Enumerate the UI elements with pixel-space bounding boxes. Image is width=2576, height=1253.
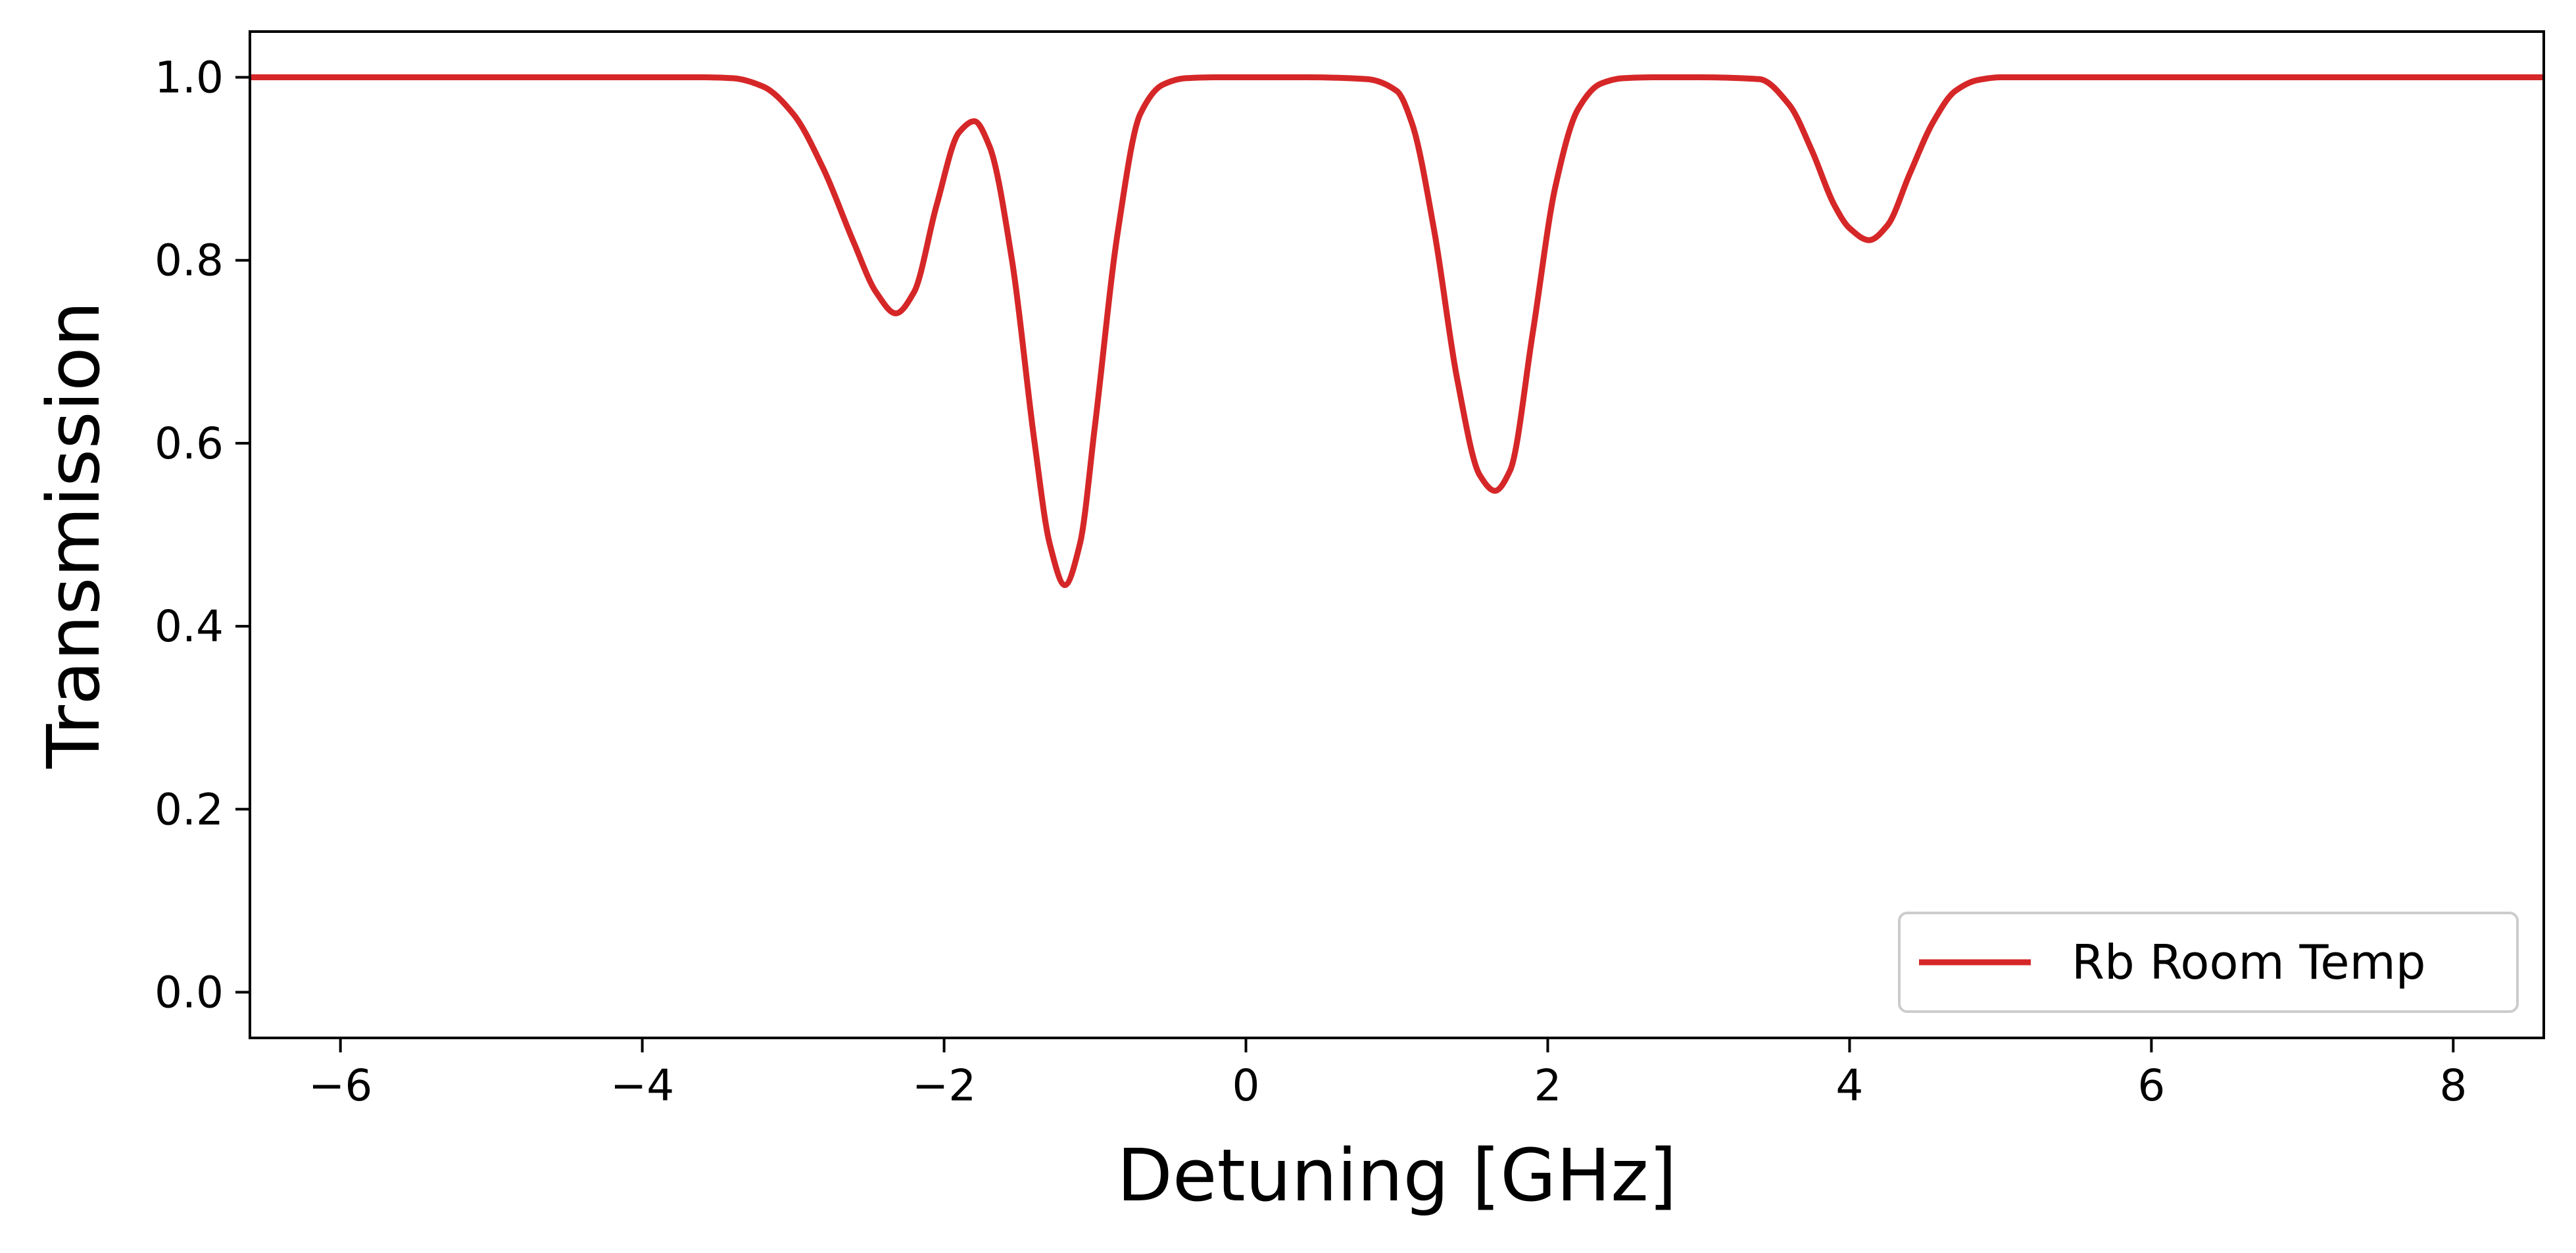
legend: Rb Room Temp — [1898, 912, 2519, 1013]
x-tick-label: 6 — [2137, 1060, 2165, 1111]
series-line-0 — [250, 74, 2544, 588]
y-tick-label: 0.0 — [155, 967, 224, 1018]
x-tick-label: 0 — [1232, 1060, 1260, 1111]
x-tick-label: 8 — [2439, 1060, 2467, 1111]
y-tick-label: 0.8 — [155, 235, 224, 286]
x-tick-label: −2 — [912, 1060, 976, 1111]
y-tick-label: 0.2 — [155, 784, 224, 835]
plot-frame — [249, 30, 2545, 1039]
y-axis-ticks: 0.0 0.2 0.4 0.6 0.8 1.0 — [155, 53, 250, 1018]
x-tick-label: 2 — [1534, 1060, 1561, 1111]
y-tick-label: 1.0 — [155, 53, 224, 103]
x-tick-label: −4 — [610, 1060, 674, 1111]
y-axis-title: Transmission — [32, 301, 116, 770]
legend-label-rb-room-temp: Rb Room Temp — [2072, 935, 2425, 990]
x-tick-label: −6 — [308, 1060, 372, 1111]
y-tick-label: 0.4 — [155, 601, 224, 652]
x-tick-label: 4 — [1835, 1060, 1863, 1111]
legend-box — [1898, 912, 2519, 1013]
x-axis-ticks: −6 −4 −2 0 2 4 6 8 — [308, 1038, 2467, 1111]
y-tick-label: 0.6 — [155, 418, 224, 469]
plot-area — [250, 32, 2544, 1038]
x-axis-title: Detuning [GHz] — [1117, 1133, 1677, 1217]
series-layer — [250, 74, 2544, 588]
